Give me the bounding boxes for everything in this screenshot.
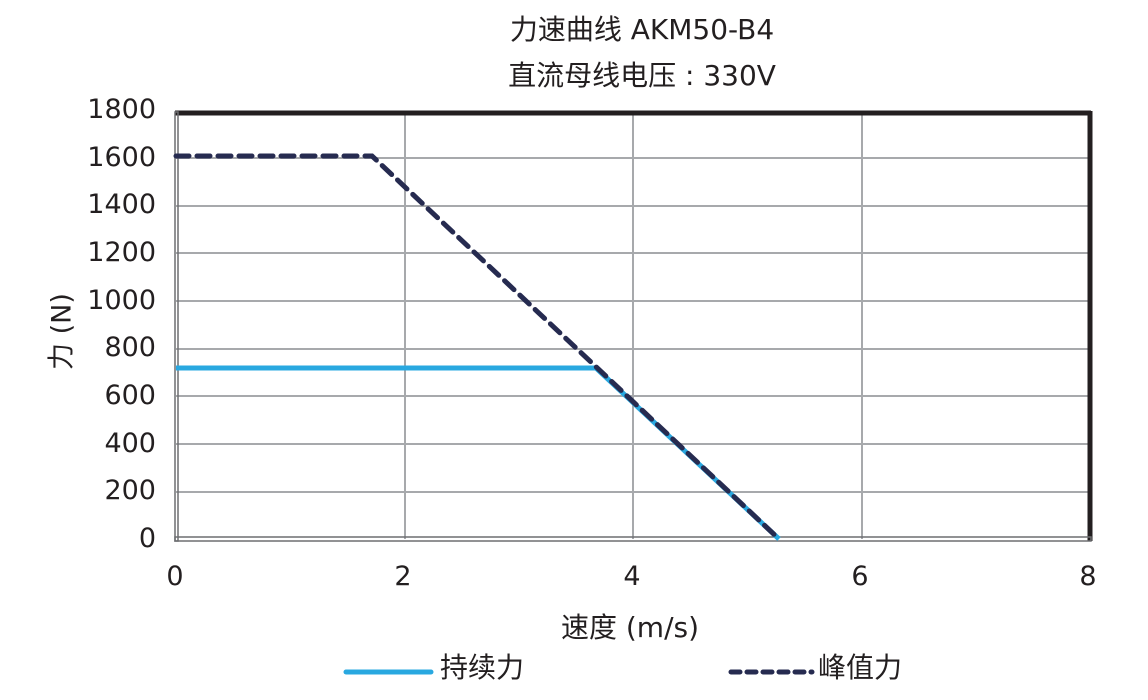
y-tick-label: 600 bbox=[104, 380, 156, 411]
chart-title: 力速曲线 AKM50-B4 bbox=[509, 13, 775, 46]
y-tick-label: 0 bbox=[138, 523, 156, 554]
x-tick-label: 0 bbox=[166, 561, 184, 592]
y-tick-label: 400 bbox=[104, 428, 156, 459]
left-axis bbox=[174, 111, 179, 542]
y-axis-label: 力 (N) bbox=[46, 293, 78, 370]
x-tick-label: 4 bbox=[623, 561, 641, 592]
x-tick-label: 6 bbox=[851, 561, 869, 592]
y-tick-label: 800 bbox=[104, 332, 156, 363]
x-tick-label: 8 bbox=[1079, 561, 1097, 592]
legend-label-continuous: 持续力 bbox=[440, 651, 525, 684]
y-tick-label: 1800 bbox=[87, 94, 156, 125]
chart-subtitle: 直流母线电压 : 330V bbox=[508, 59, 776, 92]
x-axis-label: 速度 (m/s) bbox=[560, 611, 700, 644]
gridlines bbox=[176, 111, 1090, 539]
y-tick-label: 1000 bbox=[87, 285, 156, 316]
y-tick-label: 200 bbox=[104, 475, 156, 506]
legend-label-peak: 峰值力 bbox=[818, 651, 903, 684]
y-tick-label: 1600 bbox=[87, 142, 156, 173]
x-tick-label: 2 bbox=[394, 561, 412, 592]
y-tick-label: 1200 bbox=[87, 237, 156, 268]
bottom-axis bbox=[174, 536, 1092, 542]
y-tick-label: 1400 bbox=[87, 189, 156, 220]
series-peak-line bbox=[173, 153, 782, 542]
